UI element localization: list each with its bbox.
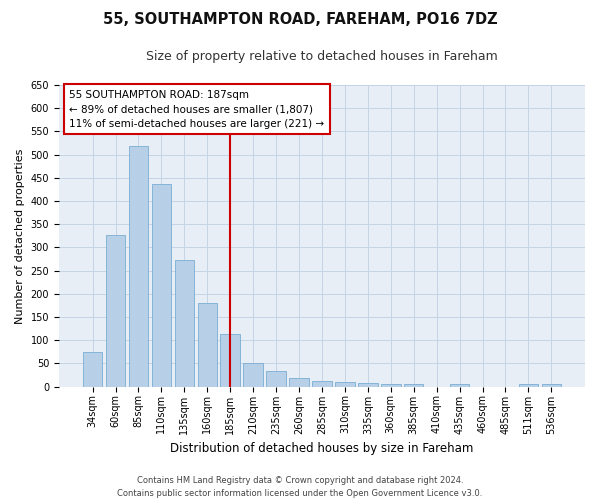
Bar	[312, 380, 332, 386]
Bar	[220, 334, 240, 386]
Text: Contains HM Land Registry data © Crown copyright and database right 2024.
Contai: Contains HM Land Registry data © Crown c…	[118, 476, 482, 498]
Bar	[358, 384, 377, 386]
Bar	[518, 384, 538, 386]
Bar	[266, 371, 286, 386]
Title: Size of property relative to detached houses in Fareham: Size of property relative to detached ho…	[146, 50, 498, 63]
Text: 55, SOUTHAMPTON ROAD, FAREHAM, PO16 7DZ: 55, SOUTHAMPTON ROAD, FAREHAM, PO16 7DZ	[103, 12, 497, 28]
Bar	[83, 352, 103, 386]
Y-axis label: Number of detached properties: Number of detached properties	[15, 148, 25, 324]
Bar	[175, 260, 194, 386]
Bar	[244, 364, 263, 386]
Bar	[106, 235, 125, 386]
Bar	[450, 384, 469, 386]
Bar	[197, 302, 217, 386]
Bar	[404, 384, 424, 386]
Bar	[152, 184, 171, 386]
Bar	[381, 384, 401, 386]
Bar	[128, 146, 148, 386]
Text: 55 SOUTHAMPTON ROAD: 187sqm
← 89% of detached houses are smaller (1,807)
11% of : 55 SOUTHAMPTON ROAD: 187sqm ← 89% of det…	[70, 90, 325, 129]
X-axis label: Distribution of detached houses by size in Fareham: Distribution of detached houses by size …	[170, 442, 473, 455]
Bar	[335, 382, 355, 386]
Bar	[542, 384, 561, 386]
Bar	[289, 378, 309, 386]
